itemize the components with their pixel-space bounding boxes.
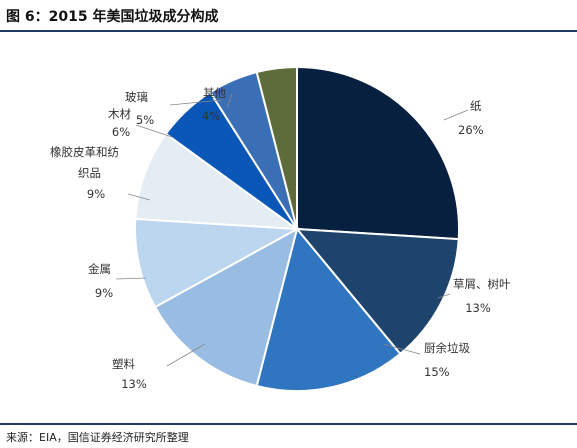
- slice-value-label-2: 13%: [465, 301, 491, 315]
- slice-name-label-4: 塑料: [112, 357, 135, 371]
- slice-value-label-4: 13%: [121, 377, 147, 391]
- footer-bar: 来源：EIA，国信证券经济研究所整理: [0, 423, 577, 448]
- leader-line-1: [443, 109, 469, 121]
- leader-line-2: [437, 293, 451, 299]
- pie-slice-4: [153, 227, 299, 388]
- pie-slice-2: [294, 227, 460, 356]
- pie-slice-1: [296, 65, 460, 241]
- slice-name-label-7: 木材: [108, 107, 131, 121]
- leader-line-3: [382, 343, 421, 355]
- pie-slices: [134, 65, 460, 392]
- source-note: 来源：EIA，国信证券经济研究所整理: [6, 431, 189, 444]
- slice-name-label-3: 厨余垃圾: [424, 341, 470, 355]
- slice-name-label-8: 玻璃: [125, 90, 148, 104]
- leader-line-9: [226, 93, 233, 109]
- leader-line-7: [135, 124, 173, 138]
- leader-lines: [115, 93, 469, 367]
- pie-slice-3: [255, 226, 402, 392]
- slice-value-label-7: 6%: [112, 125, 130, 139]
- slice-value-label-3: 15%: [424, 365, 450, 379]
- chart-title: 图 6：2015 年美国垃圾成分构成: [6, 9, 219, 25]
- slice-value-label-9: 4%: [202, 109, 220, 123]
- slice-name-label-6: 织品: [78, 166, 101, 180]
- title-bar: 图 6：2015 年美国垃圾成分构成: [0, 0, 577, 32]
- pie-slice-6: [134, 132, 301, 231]
- slice-value-label-5: 9%: [95, 286, 113, 300]
- pie-slice-9: [255, 65, 298, 230]
- slice-value-label-6: 9%: [87, 187, 105, 201]
- leader-line-5: [115, 277, 147, 280]
- chart-area: 纸 26% 草屑、树叶 13% 厨余垃圾 15% 塑料 13% 金属 9% 橡胶皮革和纺织品 9% 木材…: [0, 32, 577, 422]
- slice-name-label-5: 金属: [88, 262, 111, 276]
- pie-slice-5: [134, 217, 301, 309]
- leader-line-4: [166, 343, 206, 367]
- slice-name-label-2: 草屑、树叶: [453, 277, 511, 291]
- slice-value-label-8: 5%: [136, 113, 154, 127]
- leader-line-8: [169, 99, 223, 106]
- leader-line-6: [127, 193, 151, 201]
- slice-value-label-1: 26%: [458, 123, 484, 137]
- slice-name-label-9: 其他: [203, 86, 226, 100]
- slice-name-label-6: 橡胶皮革和纺: [50, 145, 119, 159]
- slice-name-label-1: 纸: [470, 99, 482, 113]
